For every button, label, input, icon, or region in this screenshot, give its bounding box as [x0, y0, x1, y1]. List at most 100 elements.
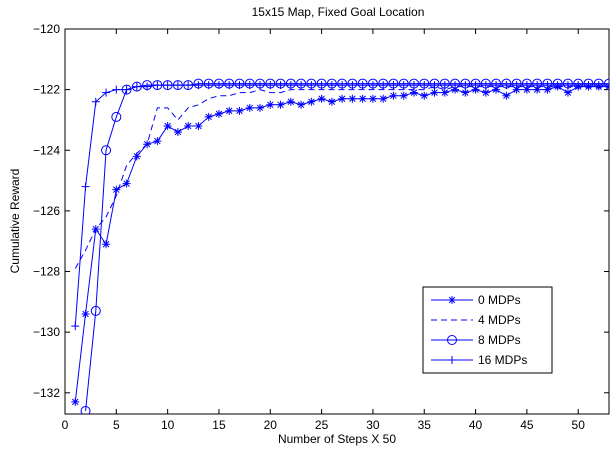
data-point	[533, 81, 542, 90]
data-point	[163, 81, 172, 90]
data-point	[563, 81, 572, 90]
data-point	[184, 81, 193, 90]
data-point	[173, 81, 182, 90]
data-point	[440, 81, 449, 90]
data-point	[327, 81, 336, 90]
data-point	[122, 85, 131, 94]
legend-marker	[448, 296, 456, 304]
legend-item: 0 MDPs	[431, 293, 521, 307]
legend-marker	[447, 335, 457, 345]
data-point	[307, 97, 316, 106]
data-point	[368, 94, 377, 103]
data-point	[317, 81, 326, 90]
legend-label: 8 MDPs	[478, 333, 521, 347]
data-point	[132, 82, 141, 91]
data-point	[492, 81, 501, 90]
y-tick-label: −132	[33, 386, 60, 400]
data-point	[594, 81, 603, 90]
series-16-mdps	[71, 81, 609, 331]
x-tick-label: 15	[212, 418, 226, 432]
y-tick-label: −122	[33, 83, 60, 97]
y-axis-label: Cumulative Reward	[8, 169, 22, 274]
data-point	[102, 240, 111, 249]
data-point	[235, 106, 244, 115]
data-point	[256, 103, 265, 112]
data-point	[358, 81, 367, 90]
data-layer	[71, 78, 609, 414]
data-point	[399, 91, 408, 100]
data-point	[389, 81, 398, 90]
data-point	[543, 81, 552, 90]
data-point	[338, 94, 347, 103]
data-point	[492, 85, 501, 94]
data-point	[358, 94, 367, 103]
data-point	[143, 82, 152, 91]
y-tick-label: −126	[33, 204, 60, 218]
data-point	[80, 405, 91, 414]
data-point	[112, 185, 121, 194]
data-point	[163, 122, 172, 131]
data-point	[184, 122, 193, 131]
data-point	[379, 94, 388, 103]
data-point	[225, 106, 234, 115]
data-point	[194, 122, 203, 131]
x-tick-label: 0	[62, 418, 69, 432]
data-point	[286, 97, 295, 106]
data-point	[153, 137, 162, 146]
x-tick-label: 30	[366, 418, 380, 432]
data-point	[461, 81, 470, 90]
data-point	[605, 81, 609, 90]
data-point	[286, 81, 295, 90]
data-point	[348, 94, 357, 103]
data-point	[71, 322, 80, 331]
data-point	[173, 128, 182, 137]
data-point	[409, 88, 418, 97]
data-point	[420, 91, 429, 100]
data-point	[194, 81, 203, 90]
legend-label: 0 MDPs	[478, 293, 521, 307]
data-point	[297, 100, 306, 109]
data-point	[440, 88, 449, 97]
x-tick-label: 50	[572, 418, 586, 432]
data-point	[563, 88, 572, 97]
data-point	[204, 112, 213, 121]
data-point	[533, 85, 542, 94]
data-point	[430, 81, 439, 90]
data-point	[389, 91, 398, 100]
data-point	[204, 81, 213, 90]
x-tick-label: 5	[113, 418, 120, 432]
data-point	[502, 81, 511, 90]
data-point	[512, 85, 521, 94]
data-point	[379, 81, 388, 90]
data-point	[399, 81, 408, 90]
legend-box	[422, 286, 553, 374]
data-point	[225, 81, 234, 90]
x-tick-label: 40	[469, 418, 483, 432]
data-point	[214, 109, 223, 118]
data-point	[512, 81, 521, 90]
data-point	[276, 81, 285, 90]
data-point	[327, 97, 336, 106]
y-tick-label: −130	[33, 325, 60, 339]
data-point	[584, 81, 593, 90]
data-point	[71, 397, 80, 406]
data-point	[348, 81, 357, 90]
data-point	[111, 111, 122, 122]
data-point	[122, 179, 131, 188]
legend-label: 16 MDPs	[478, 353, 527, 367]
data-point	[245, 103, 254, 112]
legend: 0 MDPs 4 MDPs 8 MDPs 16 MDPs	[422, 286, 553, 374]
data-point	[451, 85, 460, 94]
data-point	[409, 81, 418, 90]
y-tick-label: −128	[33, 265, 60, 279]
data-point	[276, 100, 285, 109]
data-point	[481, 81, 490, 90]
data-point	[522, 85, 531, 94]
data-point	[256, 81, 265, 90]
x-tick-label: 10	[161, 418, 175, 432]
data-point	[297, 81, 306, 90]
x-tick-label: 45	[520, 418, 534, 432]
data-point	[81, 309, 90, 318]
legend-item: 16 MDPs	[431, 353, 527, 367]
